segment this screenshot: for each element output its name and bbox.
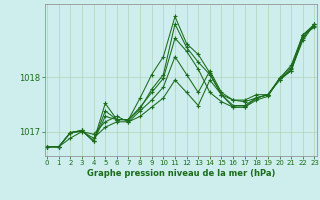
X-axis label: Graphe pression niveau de la mer (hPa): Graphe pression niveau de la mer (hPa) [87,169,275,178]
